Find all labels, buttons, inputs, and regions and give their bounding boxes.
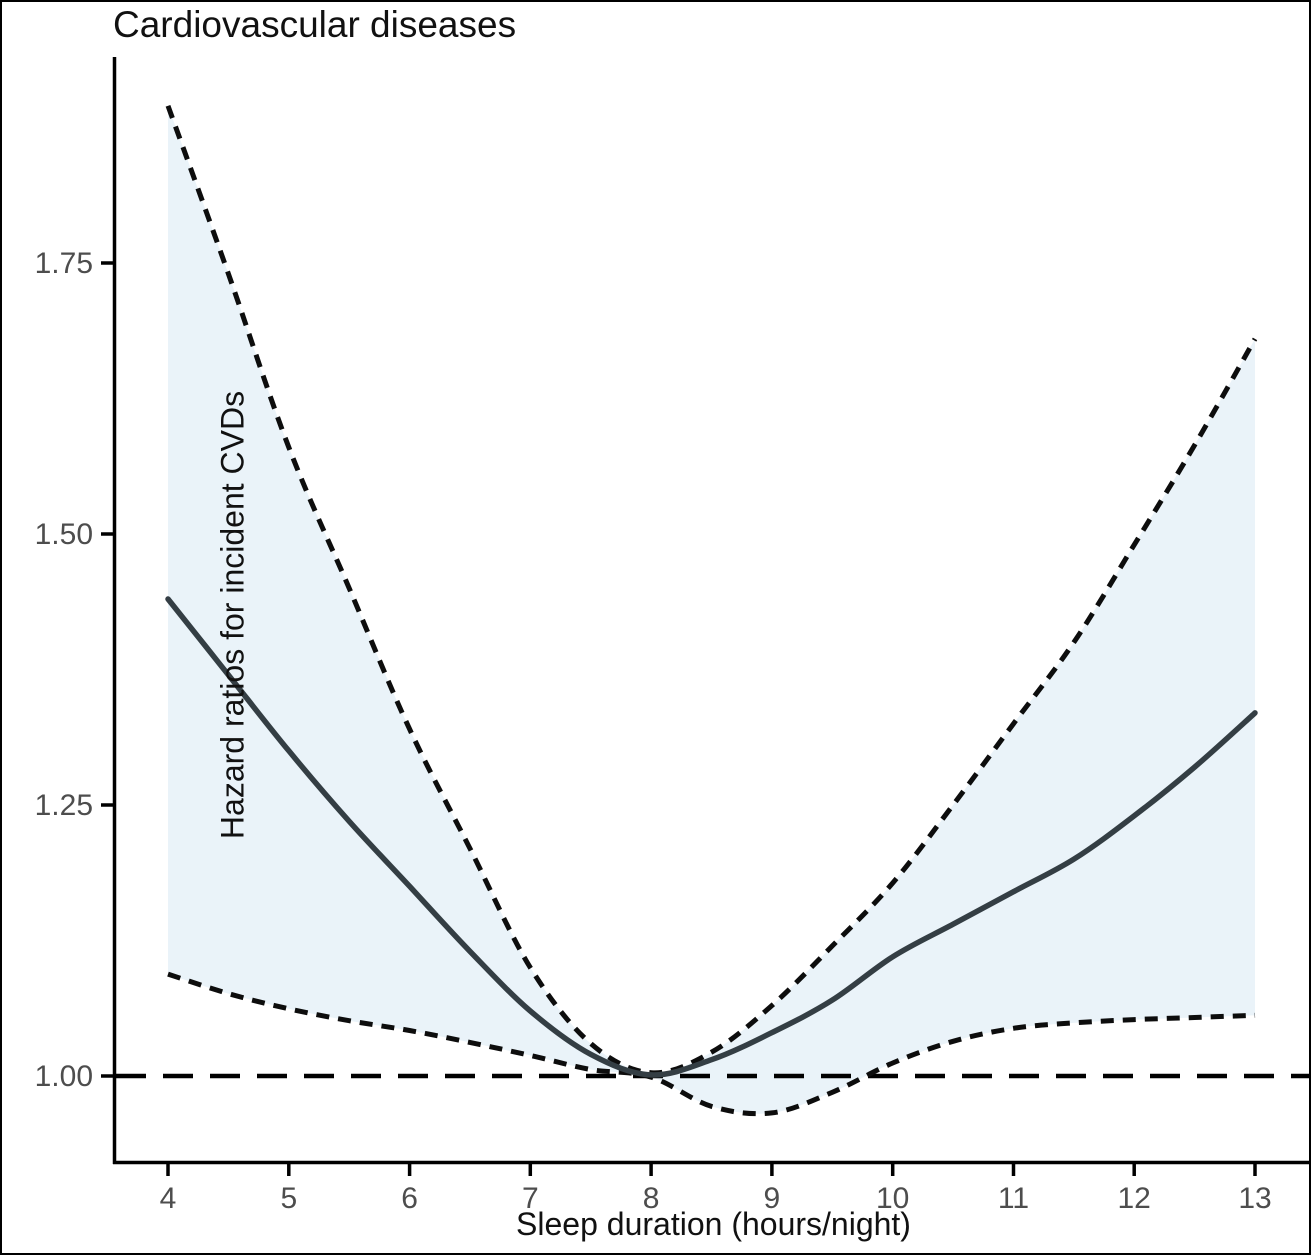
upper-ci-line: [165, 104, 1258, 1076]
x-tick-label: 11: [998, 1182, 1029, 1215]
y-axis-title: Hazard ratios for incident CVDs: [214, 390, 251, 840]
chart-title: Cardiovascular diseases: [113, 4, 517, 45]
confidence-band: [168, 105, 1255, 1114]
x-tick-label: 12: [1118, 1182, 1151, 1215]
x-tick-label: 7: [522, 1182, 539, 1215]
x-tick-label: 8: [643, 1182, 660, 1215]
y-tick-label: 1.75: [35, 247, 93, 280]
x-axis-title-text: Sleep duration (hours/night): [516, 1206, 911, 1242]
x-tick-label: 6: [401, 1182, 418, 1215]
x-axis-title: Sleep duration (hours/night): [0, 1206, 1311, 1243]
x-tick-label: 4: [160, 1182, 177, 1215]
lower-ci-line: [167, 971, 1256, 1117]
x-tick-label: 13: [1238, 1182, 1271, 1215]
x-tick-label: 9: [764, 1182, 781, 1215]
y-tick-label: 1.50: [35, 518, 93, 551]
y-tick-label: 1.25: [35, 789, 93, 822]
x-tick-label: 5: [280, 1182, 297, 1215]
x-tick-label: 10: [876, 1182, 909, 1215]
hazard-ratio-line: [165, 596, 1258, 1078]
y-tick-label: 1.00: [35, 1060, 93, 1093]
